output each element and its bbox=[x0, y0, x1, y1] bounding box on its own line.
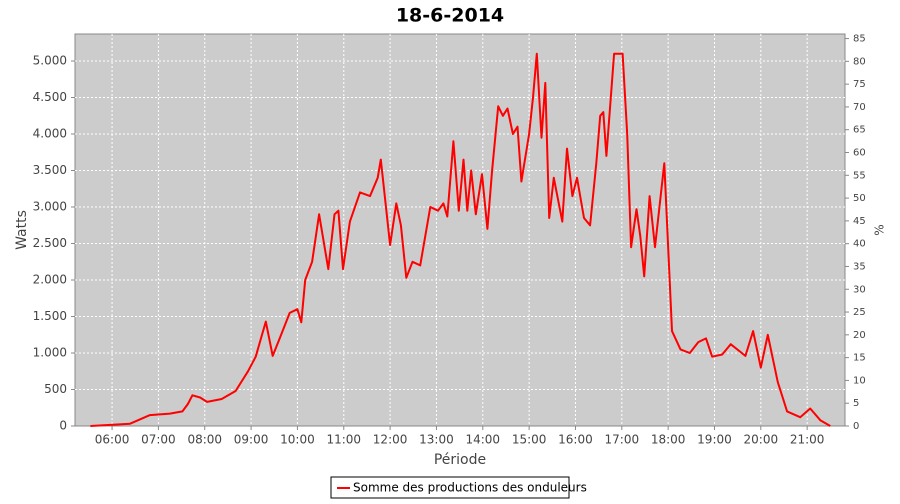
legend-label: Somme des productions des onduleurs bbox=[353, 481, 587, 495]
y-tick-label: 1.000 bbox=[33, 346, 67, 360]
x-tick-label: 17:00 bbox=[605, 433, 640, 447]
y-tick-label: 3.000 bbox=[33, 200, 67, 214]
y-tick-label: 500 bbox=[44, 382, 67, 396]
y-tick-label: 4.500 bbox=[33, 90, 67, 104]
y-tick-label: 1.500 bbox=[33, 309, 67, 323]
x-tick-label: 10:00 bbox=[280, 433, 315, 447]
x-tick-label: 07:00 bbox=[141, 433, 176, 447]
x-tick-label: 19:00 bbox=[697, 433, 732, 447]
y-tick-label: 2.000 bbox=[33, 273, 67, 287]
x-tick-label: 20:00 bbox=[744, 433, 779, 447]
y2-tick-label: 5 bbox=[853, 398, 859, 409]
x-tick-label: 16:00 bbox=[558, 433, 593, 447]
legend bbox=[330, 476, 570, 499]
x-tick-label: 15:00 bbox=[512, 433, 547, 447]
chart-title: 18-6-2014 bbox=[396, 5, 504, 27]
y2-tick-label: 70 bbox=[853, 102, 866, 113]
y-tick-label: 4.000 bbox=[33, 127, 67, 141]
y2-tick-label: 65 bbox=[853, 125, 866, 136]
x-tick-label: 12:00 bbox=[373, 433, 408, 447]
y2-tick-label: 20 bbox=[853, 330, 866, 341]
x-tick-label: 18:00 bbox=[651, 433, 686, 447]
x-axis-label: Période bbox=[434, 452, 486, 468]
y2-tick-label: 10 bbox=[853, 375, 866, 386]
x-tick-label: 13:00 bbox=[419, 433, 454, 447]
y2-tick-label: 30 bbox=[853, 284, 866, 295]
y2-tick-label: 40 bbox=[853, 239, 866, 250]
x-tick-label: 06:00 bbox=[95, 433, 130, 447]
y2-tick-label: 25 bbox=[853, 307, 866, 318]
y2-tick-label: 0 bbox=[853, 421, 859, 432]
y2-tick-label: 45 bbox=[853, 216, 866, 227]
y2-axis-label: % bbox=[873, 224, 887, 235]
x-tick-label: 21:00 bbox=[790, 433, 825, 447]
x-tick-label: 08:00 bbox=[187, 433, 222, 447]
y2-tick-label: 85 bbox=[853, 34, 866, 45]
y2-tick-label: 15 bbox=[853, 353, 866, 364]
x-tick-label: 14:00 bbox=[465, 433, 500, 447]
x-tick-label: 09:00 bbox=[234, 433, 269, 447]
line-series bbox=[90, 52, 831, 427]
y2-tick-label: 60 bbox=[853, 148, 866, 159]
y2-tick-label: 80 bbox=[853, 56, 866, 67]
y-tick-label: 2.500 bbox=[33, 236, 67, 250]
y2-tick-label: 55 bbox=[853, 170, 866, 181]
y2-tick-label: 35 bbox=[853, 261, 866, 272]
y2-tick-label: 75 bbox=[853, 79, 866, 90]
x-tick-label: 11:00 bbox=[326, 433, 361, 447]
y-tick-label: 0 bbox=[59, 419, 67, 433]
y-tick-label: 3.500 bbox=[33, 163, 67, 177]
plot-area bbox=[74, 33, 846, 427]
y-tick-label: 5.000 bbox=[33, 54, 67, 68]
y2-tick-label: 50 bbox=[853, 193, 866, 204]
y-axis-label: Watts bbox=[14, 210, 30, 250]
